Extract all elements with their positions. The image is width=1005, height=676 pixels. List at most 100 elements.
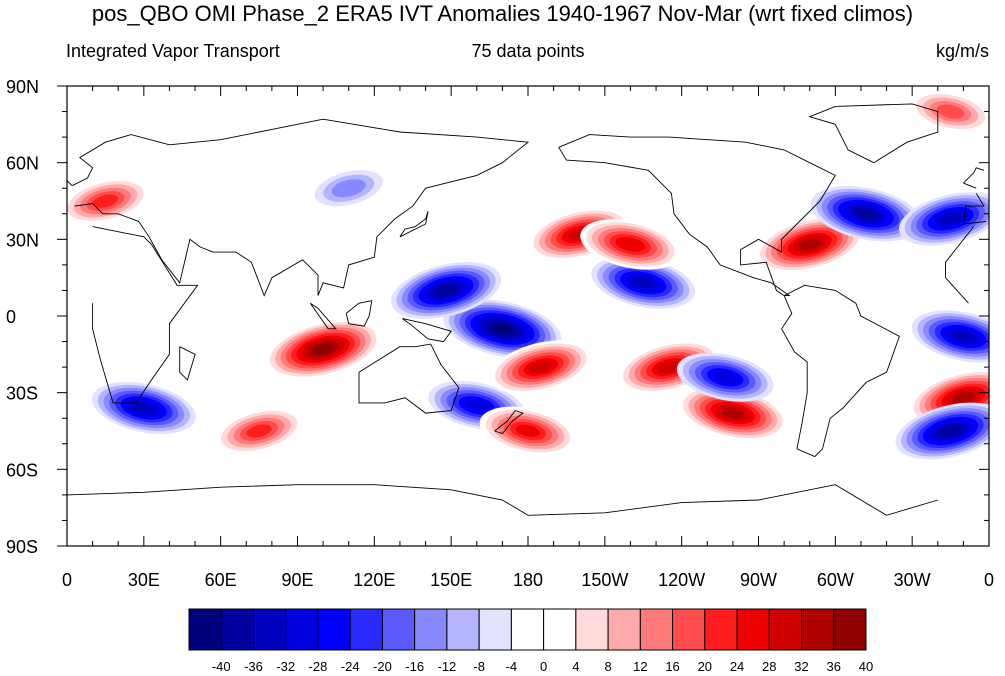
lon-tick-label: 150E <box>430 570 472 590</box>
anomaly-field <box>67 90 989 460</box>
contour-level <box>529 361 553 374</box>
anomaly-feature <box>911 310 989 363</box>
anomaly-feature <box>580 219 681 270</box>
anomaly-feature <box>264 319 382 380</box>
contour-level <box>464 399 489 412</box>
coastline <box>558 134 836 297</box>
colorbar-swatch <box>220 608 254 651</box>
colorbar-label: 0 <box>540 659 547 674</box>
lat-tick-label: 60N <box>6 154 39 174</box>
contour-level <box>615 237 646 252</box>
lon-tick-label: 150W <box>581 570 628 590</box>
coastline <box>945 226 974 278</box>
contour-level <box>951 330 975 343</box>
anomaly-feature <box>314 170 383 207</box>
coastline <box>527 484 938 516</box>
anomaly-feature <box>754 216 865 273</box>
subtitle-variable: Integrated Vapor Transport <box>66 41 280 61</box>
colorbar-swatch <box>381 608 416 651</box>
anomaly-feature <box>895 402 989 460</box>
subtitle-data-points: 75 data points <box>471 41 585 61</box>
colorbar-swatch <box>317 608 351 651</box>
lat-tick-label: 0 <box>6 307 16 327</box>
lat-tick-label: 90N <box>6 77 39 97</box>
colorbar-label: 40 <box>859 659 873 674</box>
anomaly-feature <box>899 192 989 246</box>
coastline <box>781 284 900 458</box>
coastline <box>358 343 460 414</box>
colorbar-label: -24 <box>341 659 360 674</box>
colorbar-label: -12 <box>438 659 457 674</box>
colorbar-swatch <box>252 608 287 651</box>
lon-tick-label: 90W <box>740 570 777 590</box>
colorbar-swatch <box>704 608 738 651</box>
contour-level <box>952 392 975 404</box>
coastline <box>179 346 196 381</box>
coastline <box>963 220 987 225</box>
contour-level <box>132 402 156 414</box>
colorbar-label: 8 <box>604 659 611 674</box>
contour-level <box>939 212 963 225</box>
lat-tick-label: 90S <box>6 537 38 557</box>
coastline <box>963 182 977 189</box>
coastline <box>808 103 939 164</box>
anomaly-feature <box>677 385 789 441</box>
anomaly-feature <box>443 299 562 359</box>
anomaly-feature <box>67 177 150 225</box>
lat-tick-label: 30S <box>6 384 38 404</box>
contour-level <box>936 104 965 119</box>
anomaly-feature <box>909 90 989 133</box>
coastline <box>345 300 373 327</box>
anomaly-feature <box>591 256 696 309</box>
contour-level <box>435 284 458 297</box>
lon-tick-label: 90E <box>281 570 313 590</box>
colorbar-label: 32 <box>794 659 808 674</box>
colorbar-label: -36 <box>244 659 263 674</box>
figure-title: pos_QBO OMI Phase_2 ERA5 IVT Anomalies 1… <box>91 1 914 26</box>
lon-tick-label: 180 <box>513 570 543 590</box>
colorbar-swatch <box>414 608 448 651</box>
lon-tick-label: 120E <box>353 570 395 590</box>
colorbar-label: -20 <box>373 659 392 674</box>
coastline <box>399 211 429 238</box>
lon-tick-label: 0 <box>62 570 72 590</box>
contour-level <box>331 179 366 198</box>
contour-level <box>631 276 655 289</box>
lon-tick-label: 60W <box>817 570 854 590</box>
lon-tick-label: 0 <box>984 570 994 590</box>
colorbar-label: 28 <box>762 659 776 674</box>
contour-level <box>657 361 681 374</box>
colorbar-label: -4 <box>506 659 518 674</box>
contour-level <box>713 371 738 384</box>
lon-tick-label: 30E <box>128 570 160 590</box>
colorbar-swatch <box>672 608 706 651</box>
colorbar-swatch <box>768 608 803 651</box>
colorbar-swatch <box>446 608 480 651</box>
coastline <box>402 318 452 343</box>
colorbar-label: 36 <box>827 659 841 674</box>
colorbar-swatch <box>478 608 512 651</box>
lon-tick-label: 60E <box>205 570 237 590</box>
colorbar-label: 16 <box>665 659 679 674</box>
anomaly-feature <box>479 406 577 456</box>
colorbar-swatch <box>349 608 383 651</box>
coastline <box>963 167 985 184</box>
colorbar-swatch <box>736 608 770 651</box>
colorbar-swatch <box>188 608 222 651</box>
colorbar-label: -28 <box>309 659 328 674</box>
colorbar-label: -8 <box>473 659 485 674</box>
contour-level <box>798 238 821 251</box>
longitude-axis: 0 30E 60E 90E 120E 150E 180 150W 120W 90W 60W 30W 0 <box>62 570 994 590</box>
colorbar-label: 4 <box>572 659 579 674</box>
colorbar-swatch <box>510 608 545 651</box>
coastline <box>962 193 985 225</box>
contour-level <box>721 407 744 419</box>
lat-tick-label: 60S <box>6 460 38 480</box>
colorbar-swatch <box>285 608 319 651</box>
colorbar-swatch <box>543 608 577 651</box>
coastline <box>92 226 199 404</box>
anomaly-feature <box>676 352 774 402</box>
contour-level <box>246 424 272 438</box>
coastline <box>67 180 73 187</box>
